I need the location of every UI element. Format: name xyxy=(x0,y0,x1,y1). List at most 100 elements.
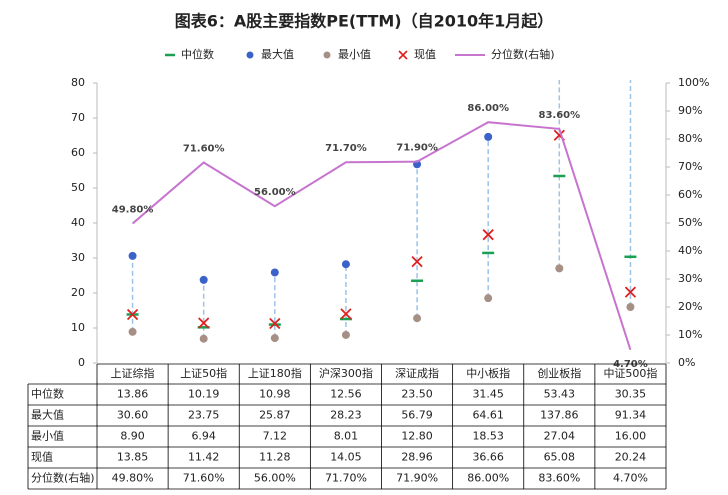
percentile-label: 83.60% xyxy=(538,110,580,121)
percentile-label: 49.80% xyxy=(112,205,154,216)
y2-tick-label: 80% xyxy=(678,132,702,145)
cross-mark xyxy=(624,286,637,298)
legend-label: 现值 xyxy=(414,48,436,61)
y2-tick-label: 90% xyxy=(678,104,702,117)
dot-mark xyxy=(484,132,493,141)
table-cell: 12.56 xyxy=(330,388,362,401)
table-cell: 30.60 xyxy=(117,409,149,422)
x-tick-label: 创业板指 xyxy=(537,366,581,380)
legend-swatch xyxy=(398,50,408,60)
table-cell: 6.94 xyxy=(191,430,216,443)
table-cell: 137.86 xyxy=(540,409,579,422)
percentile-label: 71.60% xyxy=(183,144,225,155)
dot-mark xyxy=(270,334,279,343)
legend-label: 最小值 xyxy=(338,48,371,61)
dot-mark xyxy=(128,251,137,260)
table-cell: 31.45 xyxy=(472,388,504,401)
x-tick-label: 上证180指 xyxy=(248,366,302,380)
table-cell: 12.80 xyxy=(401,430,433,443)
y-tick-label: 20 xyxy=(71,286,85,299)
y2-tick-label: 20% xyxy=(678,300,702,313)
dot-mark xyxy=(626,303,635,311)
table-cell: 7.12 xyxy=(263,430,288,443)
table-cell: 8.01 xyxy=(334,430,359,443)
y2-tick-label: 40% xyxy=(678,244,702,257)
cross-mark xyxy=(340,308,352,320)
table-cell: 28.23 xyxy=(330,409,362,422)
table-row-header: 现值 xyxy=(31,451,53,464)
y-tick-label: 50 xyxy=(71,181,85,194)
table-row-header: 中位数 xyxy=(31,387,64,401)
table-cell: 16.00 xyxy=(615,430,647,443)
dot-mark xyxy=(484,294,493,303)
table-cell: 10.98 xyxy=(259,388,291,401)
table-row-header: 分位数(右轴) xyxy=(31,471,95,485)
x-tick-label: 上证综指 xyxy=(111,366,155,380)
table-cell: 8.90 xyxy=(120,430,145,443)
x-tick-label: 上证50指 xyxy=(180,366,227,380)
dot-mark xyxy=(199,334,208,343)
y2-tick-label: 0% xyxy=(678,356,695,369)
percentile-label: 86.00% xyxy=(467,103,509,114)
table-cell: 36.66 xyxy=(472,451,504,464)
dot-mark xyxy=(626,39,634,47)
legend-swatch xyxy=(246,51,254,59)
percentile-line xyxy=(131,121,632,351)
cross-mark xyxy=(198,317,210,329)
x-tick-label: 中小板指 xyxy=(466,366,510,380)
table-cell: 91.34 xyxy=(615,409,647,422)
y2-tick-label: 60% xyxy=(678,188,702,201)
table-cell: 11.42 xyxy=(188,451,220,464)
y-tick-label: 0 xyxy=(78,356,85,369)
dot-mark xyxy=(270,268,279,277)
y2-tick-label: 70% xyxy=(678,160,702,173)
y2-tick-label: 100% xyxy=(678,76,709,89)
x-tick-label: 中证500指 xyxy=(603,366,657,380)
dot-mark xyxy=(413,314,422,323)
legend-label: 分位数(右轴) xyxy=(491,47,555,61)
x-tick-label: 沪深300指 xyxy=(319,366,373,380)
table-cell: 56.79 xyxy=(401,409,433,422)
y-tick-label: 80 xyxy=(71,76,85,89)
legend-label: 最大值 xyxy=(261,47,294,61)
y2-tick-label: 50% xyxy=(678,216,702,229)
x-tick-label: 深证成指 xyxy=(395,366,439,380)
table-cell: 64.61 xyxy=(472,409,504,422)
table-cell: 14.05 xyxy=(330,451,362,464)
table-cell: 13.86 xyxy=(117,388,149,401)
table-cell: 11.28 xyxy=(259,451,291,464)
table-cell: 23.75 xyxy=(188,409,220,422)
y-tick-label: 10 xyxy=(71,321,85,334)
table-cell: 53.43 xyxy=(544,388,576,401)
table-cell: 28.96 xyxy=(401,451,433,464)
table-cell: 83.60% xyxy=(538,472,580,485)
y-tick-label: 60 xyxy=(71,146,85,159)
table-cell: 71.60% xyxy=(183,472,225,485)
table-cell: 13.85 xyxy=(117,451,149,464)
dot-mark xyxy=(341,260,350,269)
table-cell: 56.00% xyxy=(254,472,296,485)
table-cell: 65.08 xyxy=(544,451,576,464)
cross-mark xyxy=(126,308,139,321)
plot-area xyxy=(126,39,637,343)
legend-label: 中位数 xyxy=(181,47,214,61)
table-cell: 20.24 xyxy=(615,451,647,464)
chart-title: 图表6：A股主要指数PE(TTM)（自2010年1月起） xyxy=(175,12,554,31)
cross-mark xyxy=(269,317,281,330)
y-tick-label: 70 xyxy=(71,111,85,124)
table-cell: 71.70% xyxy=(325,472,367,485)
percentile-label: 71.90% xyxy=(396,143,438,154)
cross-mark xyxy=(482,229,494,241)
y-tick-label: 30 xyxy=(71,251,85,264)
table-row-header: 最小值 xyxy=(31,430,64,443)
table-row-header: 最大值 xyxy=(31,408,64,422)
percentile-label: 56.00% xyxy=(254,187,296,198)
table-cell: 10.19 xyxy=(188,388,220,401)
percentile-label: 71.70% xyxy=(325,143,367,154)
legend-swatch xyxy=(323,51,331,59)
dot-mark xyxy=(555,264,564,273)
table-cell: 30.35 xyxy=(615,388,647,401)
table-cell: 23.50 xyxy=(401,388,433,401)
table-cell: 4.70% xyxy=(613,472,648,485)
y2-tick-label: 10% xyxy=(678,328,702,341)
